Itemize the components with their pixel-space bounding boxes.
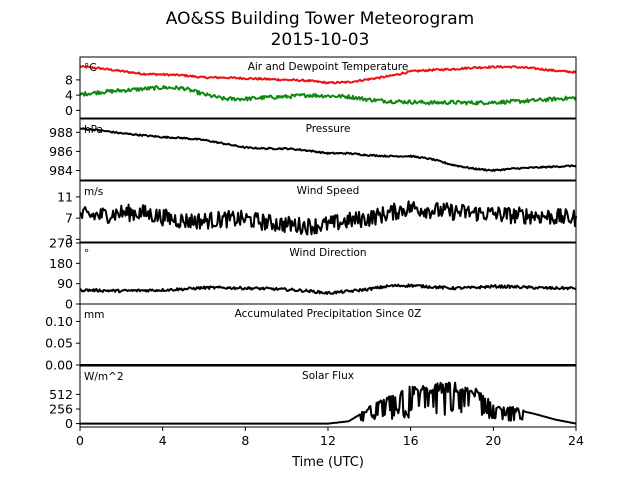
- panel-title: Accumulated Precipitation Since 0Z: [235, 308, 422, 320]
- panel-unit-label: °C: [84, 62, 97, 74]
- x-axis: 0 4 8 12 16 20 24: [76, 427, 584, 448]
- panel-4: 0.10 0.05 0.00 mm Accumulated Precipitation …: [45, 303, 577, 373]
- panel-title: Air and Dewpoint Temperature: [248, 61, 409, 73]
- y-tick-label: 984: [49, 163, 73, 178]
- series-line-0: [79, 64, 577, 85]
- figure-title-line1: AO&SS Building Tower Meteorogram: [166, 9, 474, 29]
- panel-unit-label: W/m^2: [84, 371, 124, 383]
- y-tick-label: 7: [65, 211, 73, 226]
- panel-0: 840 °C Air and Dewpoint Temperature: [65, 56, 577, 119]
- panel-frame-overlay: [79, 180, 577, 243]
- panel-frame-overlay: [79, 56, 577, 119]
- panel-title: Solar Flux: [302, 370, 354, 382]
- series-line-0: [79, 127, 577, 172]
- y-tick-label: 11: [57, 189, 73, 204]
- panel-title: Wind Direction: [289, 247, 366, 259]
- panel-frame-overlay: [79, 303, 577, 366]
- panels-group: 840°C Air and Dewpoint Temperature9889869…: [45, 56, 577, 431]
- series-line-1: [79, 85, 577, 106]
- y-tick-label: 8: [65, 72, 73, 87]
- panel-title: Wind Speed: [297, 185, 360, 197]
- y-tick-label: 0: [65, 297, 73, 312]
- x-tick-label: 20: [485, 433, 501, 448]
- y-tick-label: 0: [65, 103, 73, 118]
- y-tick-label: 256: [49, 401, 73, 416]
- y-tick-label: 90: [57, 276, 73, 291]
- x-tick-label: 4: [159, 433, 167, 448]
- x-tick-label: 12: [320, 433, 336, 448]
- y-tick-label: 0.00: [45, 358, 73, 373]
- y-tick-label: 270: [49, 236, 73, 251]
- panel-frame-overlay: [79, 118, 577, 181]
- series-line-0: [79, 200, 577, 236]
- y-tick-label: 986: [49, 144, 73, 159]
- series-line-0: [79, 283, 577, 295]
- x-axis-label: Time (UTC): [291, 455, 364, 470]
- x-tick-label: 0: [76, 433, 84, 448]
- x-tick-label: 16: [403, 433, 419, 448]
- y-tick-label: 0.05: [45, 336, 73, 351]
- y-tick-label: 0: [65, 416, 73, 431]
- y-tick-label: 4: [65, 88, 73, 103]
- series-line-0: [80, 381, 577, 425]
- panel-unit-label: °: [84, 248, 89, 260]
- panel-title: Pressure: [306, 123, 351, 135]
- y-tick-label: 988: [49, 125, 73, 140]
- x-tick-label: 24: [568, 433, 584, 448]
- y-tick-label: 3: [65, 232, 73, 247]
- panel-unit-label: mm: [84, 309, 104, 321]
- y-tick-label: 0.10: [45, 314, 73, 329]
- panel-1: 988 986 984 hPa Pressure: [49, 118, 577, 181]
- y-tick-label: 180: [49, 256, 73, 271]
- panel-unit-label: hPa: [84, 124, 103, 136]
- x-tick-label: 8: [241, 433, 249, 448]
- panel-3: 270 180 90 0 ° Wind Direction: [49, 236, 577, 312]
- figure-title-line2: 2015-10-03: [271, 30, 370, 50]
- y-tick-label: 512: [49, 387, 73, 402]
- panel-2: 11 7 3 m/s Wind Speed: [57, 180, 577, 247]
- panel-unit-label: m/s: [84, 186, 103, 198]
